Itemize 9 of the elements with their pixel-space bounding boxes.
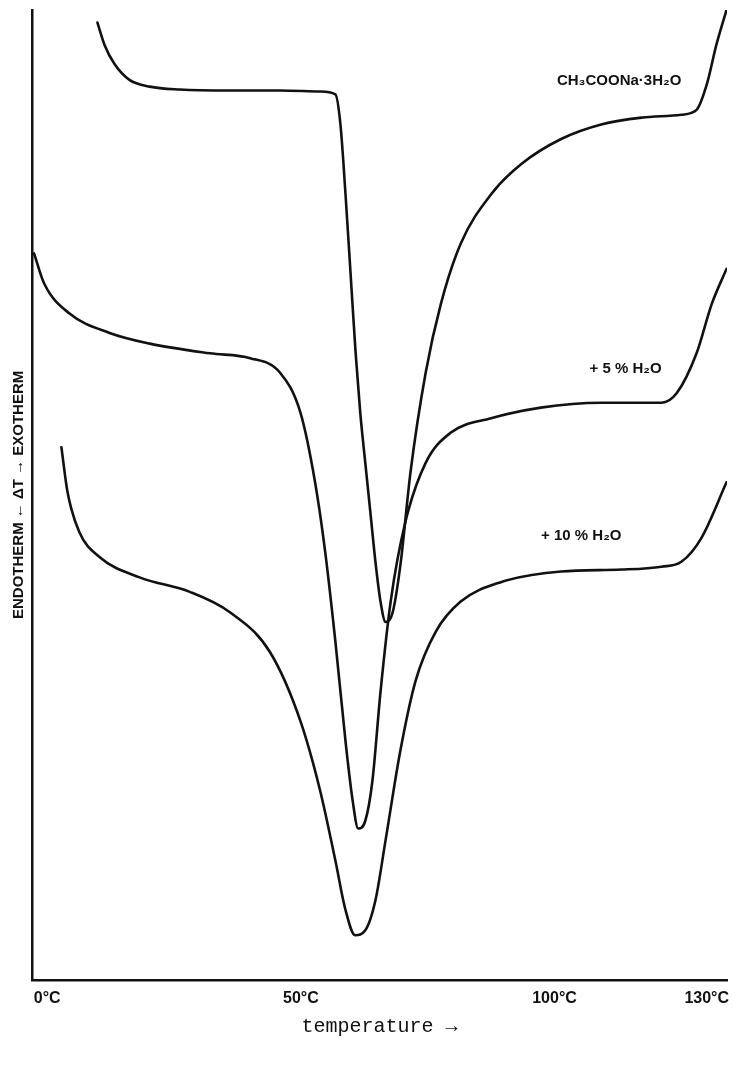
x-tick-label: 100°C	[532, 988, 578, 1006]
series-label: + 10 % H₂O	[541, 526, 622, 544]
series-label: CH₃COONa·3H₂O	[556, 71, 682, 89]
x-axis-title: temperature →	[301, 1015, 458, 1039]
x-tick-label: 130°C	[684, 988, 730, 1006]
x-tick-label: 50°C	[282, 988, 320, 1006]
series-label: + 5 % H₂O	[589, 359, 662, 377]
y-axis-title: ENDOTHERM ← ΔT → EXOTHERM	[9, 370, 27, 620]
x-tick-label: 0°C	[33, 988, 62, 1006]
